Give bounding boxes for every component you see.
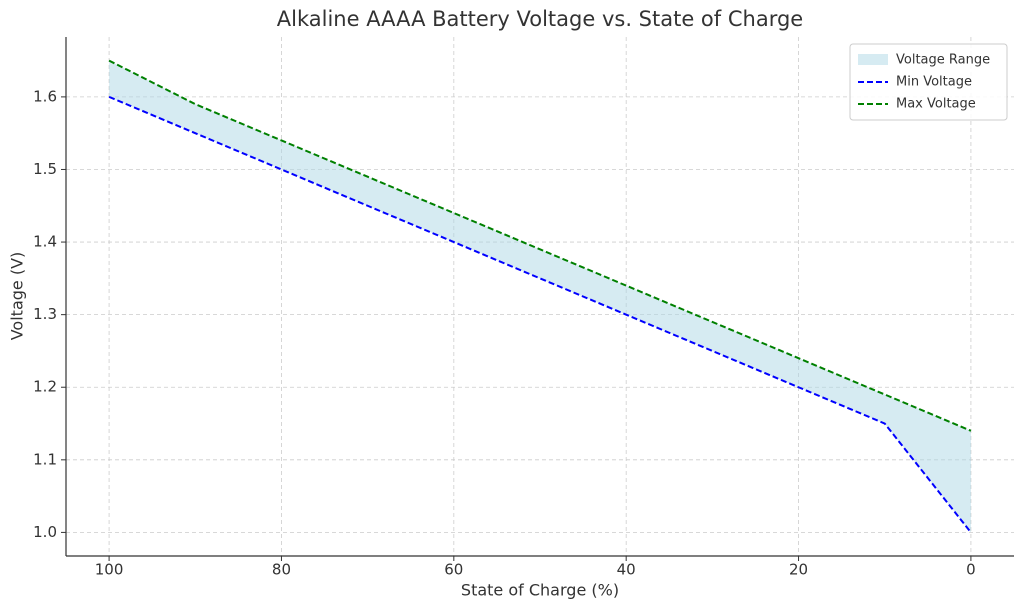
y-tick-label: 1.0 xyxy=(33,523,57,541)
x-tick-label: 40 xyxy=(617,561,636,579)
legend-label: Voltage Range xyxy=(896,53,990,68)
y-tick-label: 1.1 xyxy=(33,450,57,468)
legend-box xyxy=(849,43,1008,121)
chart-title: Alkaline AAAA Battery Voltage vs. State … xyxy=(277,7,803,31)
x-tick-label: 20 xyxy=(789,561,808,579)
legend-swatch xyxy=(858,54,888,65)
x-tick-label: 60 xyxy=(444,561,463,579)
x-tick-label: 80 xyxy=(272,561,291,579)
legend-label: Min Voltage xyxy=(896,75,972,90)
y-axis-label: Voltage (V) xyxy=(8,252,27,341)
line xyxy=(108,59,972,432)
x-axis-label: State of Charge (%) xyxy=(461,581,619,600)
legend-label: Max Voltage xyxy=(896,97,976,112)
y-tick-label: 1.2 xyxy=(33,378,57,396)
range-area xyxy=(109,60,971,533)
legend: Voltage Range Min Voltage Max Voltage xyxy=(849,43,1008,121)
y-tick-label: 1.5 xyxy=(33,160,57,178)
x-tick-label: 0 xyxy=(966,561,976,579)
y-tick-label: 1.4 xyxy=(33,233,57,251)
y-tick-label: 1.6 xyxy=(33,87,57,105)
line xyxy=(108,95,972,534)
y-tick-label: 1.3 xyxy=(33,305,57,323)
x-tick-label: 100 xyxy=(95,561,124,579)
